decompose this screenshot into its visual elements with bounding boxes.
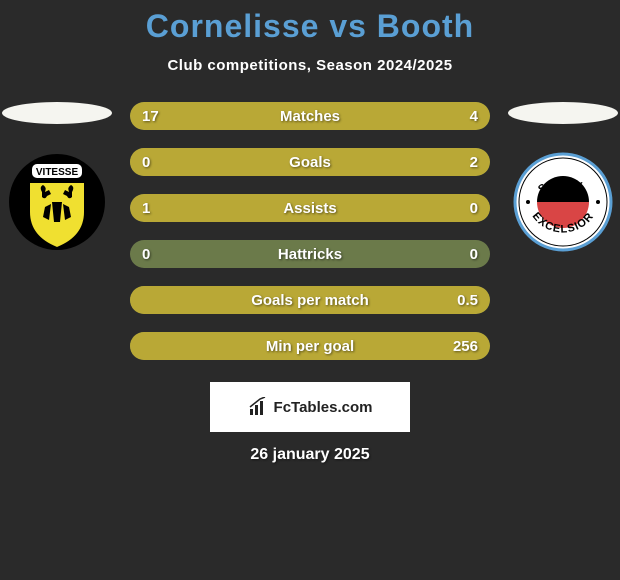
stats-column: 17Matches4 0Goals2 1Assists0 0Hattricks0 Goa…: [130, 102, 490, 360]
stat-label: Goals per match: [130, 292, 490, 309]
comparison-card: Cornelisse vs Booth Club competitions, S…: [0, 0, 620, 464]
stat-label: Goals: [130, 154, 490, 171]
branding-box: FcTables.com: [210, 382, 410, 432]
branding-text: FcTables.com: [274, 399, 373, 416]
ellipse-decoration-left: [2, 102, 112, 124]
vitesse-badge: VITESSE: [7, 152, 107, 252]
stat-label: Min per goal: [130, 338, 490, 355]
svg-text:VITESSE: VITESSE: [36, 167, 79, 178]
left-side: VITESSE: [2, 102, 112, 252]
stat-row: 1Assists0: [130, 194, 490, 222]
stat-label: Matches: [130, 108, 490, 125]
footer-date: 26 january 2025: [0, 446, 620, 464]
vitesse-badge-svg: VITESSE: [7, 152, 107, 252]
stat-row: 17Matches4: [130, 102, 490, 130]
right-side: S . B . V . EXCELSIOR: [508, 102, 618, 252]
excelsior-badge-svg: S . B . V . EXCELSIOR: [513, 152, 613, 252]
stat-label: Assists: [130, 200, 490, 217]
subtitle: Club competitions, Season 2024/2025: [0, 57, 620, 74]
page-title: Cornelisse vs Booth: [0, 8, 620, 45]
stat-row: Goals per match0.5: [130, 286, 490, 314]
excelsior-badge: S . B . V . EXCELSIOR: [513, 152, 613, 252]
stat-label: Hattricks: [130, 246, 490, 263]
chart-icon: [248, 397, 268, 417]
main-content: VITESSE 17Matches4 0Goals2 1Assists0 0Hattr…: [0, 102, 620, 360]
ellipse-decoration-right: [508, 102, 618, 124]
stat-row: 0Goals2: [130, 148, 490, 176]
stat-row: 0Hattricks0: [130, 240, 490, 268]
stat-row: Min per goal256: [130, 332, 490, 360]
